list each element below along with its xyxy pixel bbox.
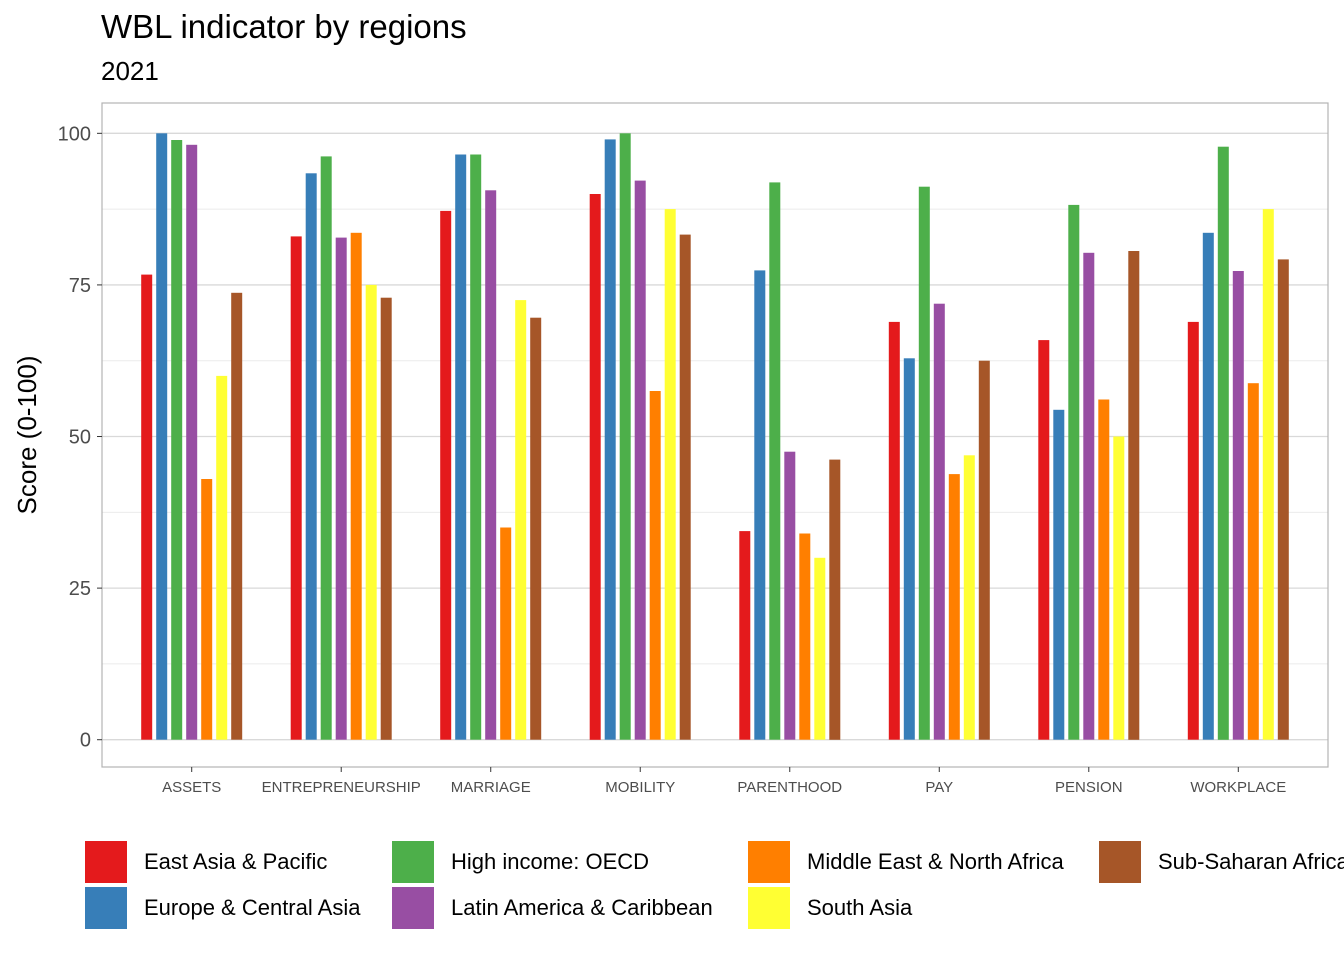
chart-title: WBL indicator by regions	[101, 8, 467, 45]
bar	[231, 292, 243, 740]
x-tick-label: ENTREPRENEURSHIP	[262, 779, 421, 796]
x-tick-label: PAY	[925, 779, 953, 796]
bar	[948, 474, 960, 740]
y-tick-label: 75	[69, 275, 91, 297]
bar	[933, 303, 945, 740]
bar	[784, 451, 796, 740]
bar	[141, 274, 153, 740]
bar	[634, 180, 646, 740]
y-axis-title: Score (0-100)	[12, 356, 42, 515]
bar	[1053, 409, 1065, 740]
x-tick-label: MARRIAGE	[451, 779, 531, 796]
bar	[1217, 146, 1229, 740]
bar	[1187, 321, 1199, 740]
bar	[186, 144, 198, 740]
x-axis-ticks: ASSETS ENTREPRENEURSHIP MARRIAGE MOBILITY PA…	[162, 767, 1286, 796]
bar	[1098, 399, 1110, 740]
bar	[530, 317, 542, 740]
bar	[320, 156, 332, 740]
bar	[1113, 436, 1125, 740]
bar	[888, 321, 900, 740]
bar	[739, 531, 751, 740]
bar	[1277, 259, 1289, 740]
bar	[1068, 204, 1080, 740]
bar	[440, 210, 452, 740]
x-tick-label: PENSION	[1055, 779, 1123, 796]
y-tick-label: 25	[69, 578, 91, 600]
bar	[485, 190, 497, 740]
bar	[604, 139, 616, 740]
bar	[769, 182, 781, 740]
bar	[754, 270, 766, 740]
bar	[455, 154, 467, 740]
bar	[470, 154, 482, 740]
bar	[1128, 251, 1140, 740]
bar	[380, 297, 392, 740]
bar	[350, 232, 362, 740]
bar	[1247, 383, 1259, 740]
bar	[1038, 340, 1050, 740]
bar	[664, 209, 676, 740]
bar	[619, 133, 631, 740]
bar	[515, 300, 527, 740]
bar	[1232, 271, 1244, 740]
bar	[305, 173, 317, 740]
bar	[918, 186, 930, 740]
x-tick-label: MOBILITY	[605, 779, 675, 796]
y-tick-label: 100	[58, 123, 91, 145]
bar	[814, 557, 826, 740]
y-tick-label: 0	[80, 730, 91, 752]
bar	[201, 479, 213, 740]
bar	[290, 236, 302, 740]
chart-subtitle: 2021	[101, 56, 159, 86]
bar	[1202, 232, 1214, 740]
bar	[1083, 252, 1095, 740]
x-tick-label: PARENTHOOD	[737, 779, 842, 796]
bar	[1262, 209, 1274, 740]
bar	[799, 533, 811, 740]
bar	[589, 194, 601, 740]
x-tick-label: ASSETS	[162, 779, 221, 796]
panel-border	[101, 102, 1329, 768]
bar	[978, 360, 990, 740]
bar	[156, 133, 168, 740]
bar	[335, 237, 347, 740]
y-axis-ticks: 0 25 50 75 100	[58, 123, 102, 752]
bar	[679, 234, 691, 740]
bar	[903, 358, 915, 740]
bar	[500, 527, 512, 740]
bar	[649, 391, 661, 740]
x-tick-label: WORKPLACE	[1190, 779, 1286, 796]
bar	[171, 140, 183, 740]
grid-lines	[102, 132, 1328, 741]
bar	[365, 284, 377, 740]
bar	[963, 455, 975, 740]
bars	[141, 133, 1289, 740]
bar	[829, 459, 841, 740]
y-tick-label: 50	[69, 427, 91, 449]
bar	[216, 375, 228, 740]
